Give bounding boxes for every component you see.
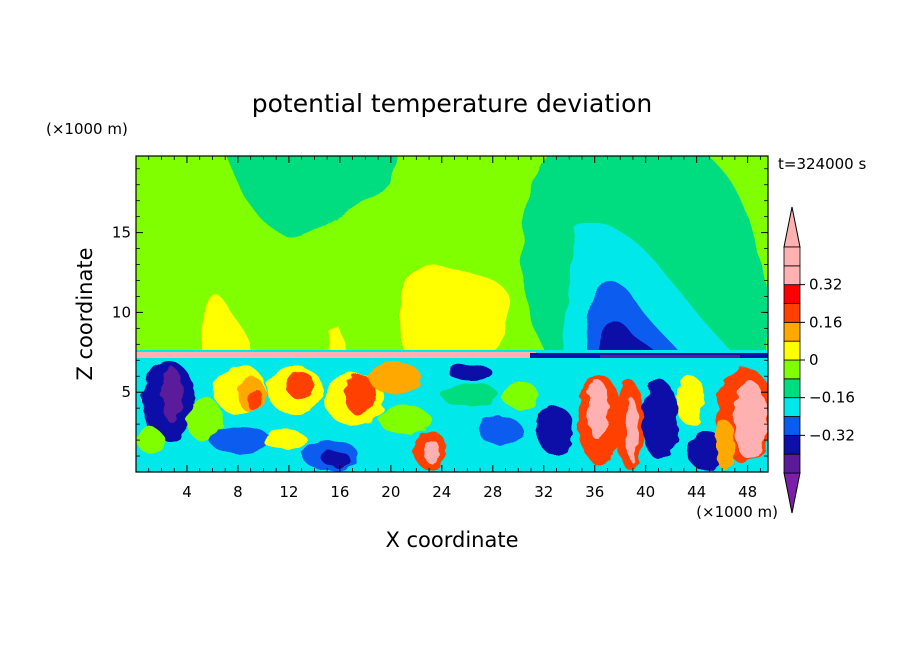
blob-ad <box>687 430 723 470</box>
colorbar-tick-label: 0.16 <box>809 313 842 331</box>
blob-ab <box>642 380 678 460</box>
colorbar-tick-label: −0.16 <box>809 389 855 407</box>
blob-ah <box>136 428 164 452</box>
x-axis-label: X coordinate <box>385 528 518 552</box>
x-tick-label-24: 24 <box>432 483 451 501</box>
colorbar-swatch <box>783 416 801 436</box>
colorbar-swatch <box>783 303 801 323</box>
region-yellow-left <box>200 293 252 355</box>
x-tick-label-48: 48 <box>738 483 757 501</box>
colorbar-tick-label: 0.32 <box>809 276 842 294</box>
colorbar-swatch <box>783 397 801 417</box>
colorbar-min-arrow <box>783 472 801 514</box>
time-label: t=324000 s <box>778 155 866 173</box>
colorbar-swatch <box>783 246 801 267</box>
colorbar-swatch <box>783 434 801 455</box>
y-tick-label-15: 15 <box>112 224 131 242</box>
blob-o <box>369 362 421 394</box>
colorbar: 0.32 0.16 0 −0.16 −0.32 <box>783 206 855 514</box>
x-tick-label-12: 12 <box>279 483 298 501</box>
x-tick-label-36: 36 <box>585 483 604 501</box>
x-tick-label-16: 16 <box>330 483 349 501</box>
y-axis-unit-label: (×1000 m) <box>46 120 128 138</box>
x-axis-unit-label: (×1000 m) <box>696 503 778 521</box>
contour-field <box>136 156 768 472</box>
x-tick-label-4: 4 <box>182 483 192 501</box>
blob-ag <box>715 420 735 470</box>
colorbar-tick-label: −0.32 <box>809 426 855 444</box>
x-tick-label-32: 32 <box>534 483 553 501</box>
x-tick-label-40: 40 <box>636 483 655 501</box>
layer-pink <box>136 352 536 358</box>
y-axis-label: Z coordinate <box>73 247 97 380</box>
blob-i <box>286 371 314 399</box>
region-right-darkblue <box>599 322 660 355</box>
colorbar-swatch <box>783 359 801 380</box>
colorbar-swatch <box>783 321 801 342</box>
blob-f <box>248 388 262 412</box>
x-axis-ticks: 4 8 12 16 20 24 28 32 36 40 44 48 <box>148 156 761 501</box>
blob-v <box>502 381 538 409</box>
colorbar-tick-label: 0 <box>809 351 819 369</box>
x-tick-label-20: 20 <box>381 483 400 501</box>
blob-t <box>448 364 492 380</box>
upper-atmosphere-regions <box>200 156 768 355</box>
colorbar-swatch <box>783 265 801 286</box>
layer-purple <box>600 355 740 358</box>
colorbar-max-arrow <box>783 206 801 248</box>
blob-c <box>187 398 223 442</box>
blob-l <box>321 450 349 466</box>
colorbar-swatch <box>783 340 801 361</box>
blob-n <box>344 375 376 415</box>
x-tick-label-8: 8 <box>233 483 243 501</box>
y-axis-ticks: 5 10 15 <box>112 168 768 457</box>
colorbar-swatch <box>783 284 801 304</box>
lower-turbulent-layer <box>136 358 768 472</box>
region-upper-left-green <box>227 156 399 237</box>
blob-u <box>478 416 522 444</box>
y-tick-label-10: 10 <box>112 303 131 321</box>
x-tick-label-44: 44 <box>687 483 706 501</box>
colorbar-swatch <box>783 378 801 399</box>
blob-j <box>263 430 307 450</box>
blob-ac <box>676 375 704 425</box>
chart-title: potential temperature deviation <box>252 89 652 118</box>
blob-b <box>162 367 182 423</box>
blob-w <box>537 405 573 455</box>
colorbar-swatch <box>783 453 801 474</box>
region-yellow-left2 <box>325 328 345 355</box>
blob-aa <box>626 398 638 462</box>
inversion-layer <box>136 350 768 358</box>
blob-p <box>379 406 431 434</box>
blob-g <box>210 426 270 454</box>
blob-s <box>442 383 498 407</box>
plot-frame <box>135 155 769 473</box>
blob-y <box>587 380 609 440</box>
y-tick-label-5: 5 <box>121 383 131 401</box>
blob-af <box>734 380 766 460</box>
region-yellow-center <box>400 265 511 355</box>
x-tick-label-28: 28 <box>483 483 502 501</box>
blob-r <box>424 440 440 464</box>
lower-blobs <box>136 360 768 470</box>
